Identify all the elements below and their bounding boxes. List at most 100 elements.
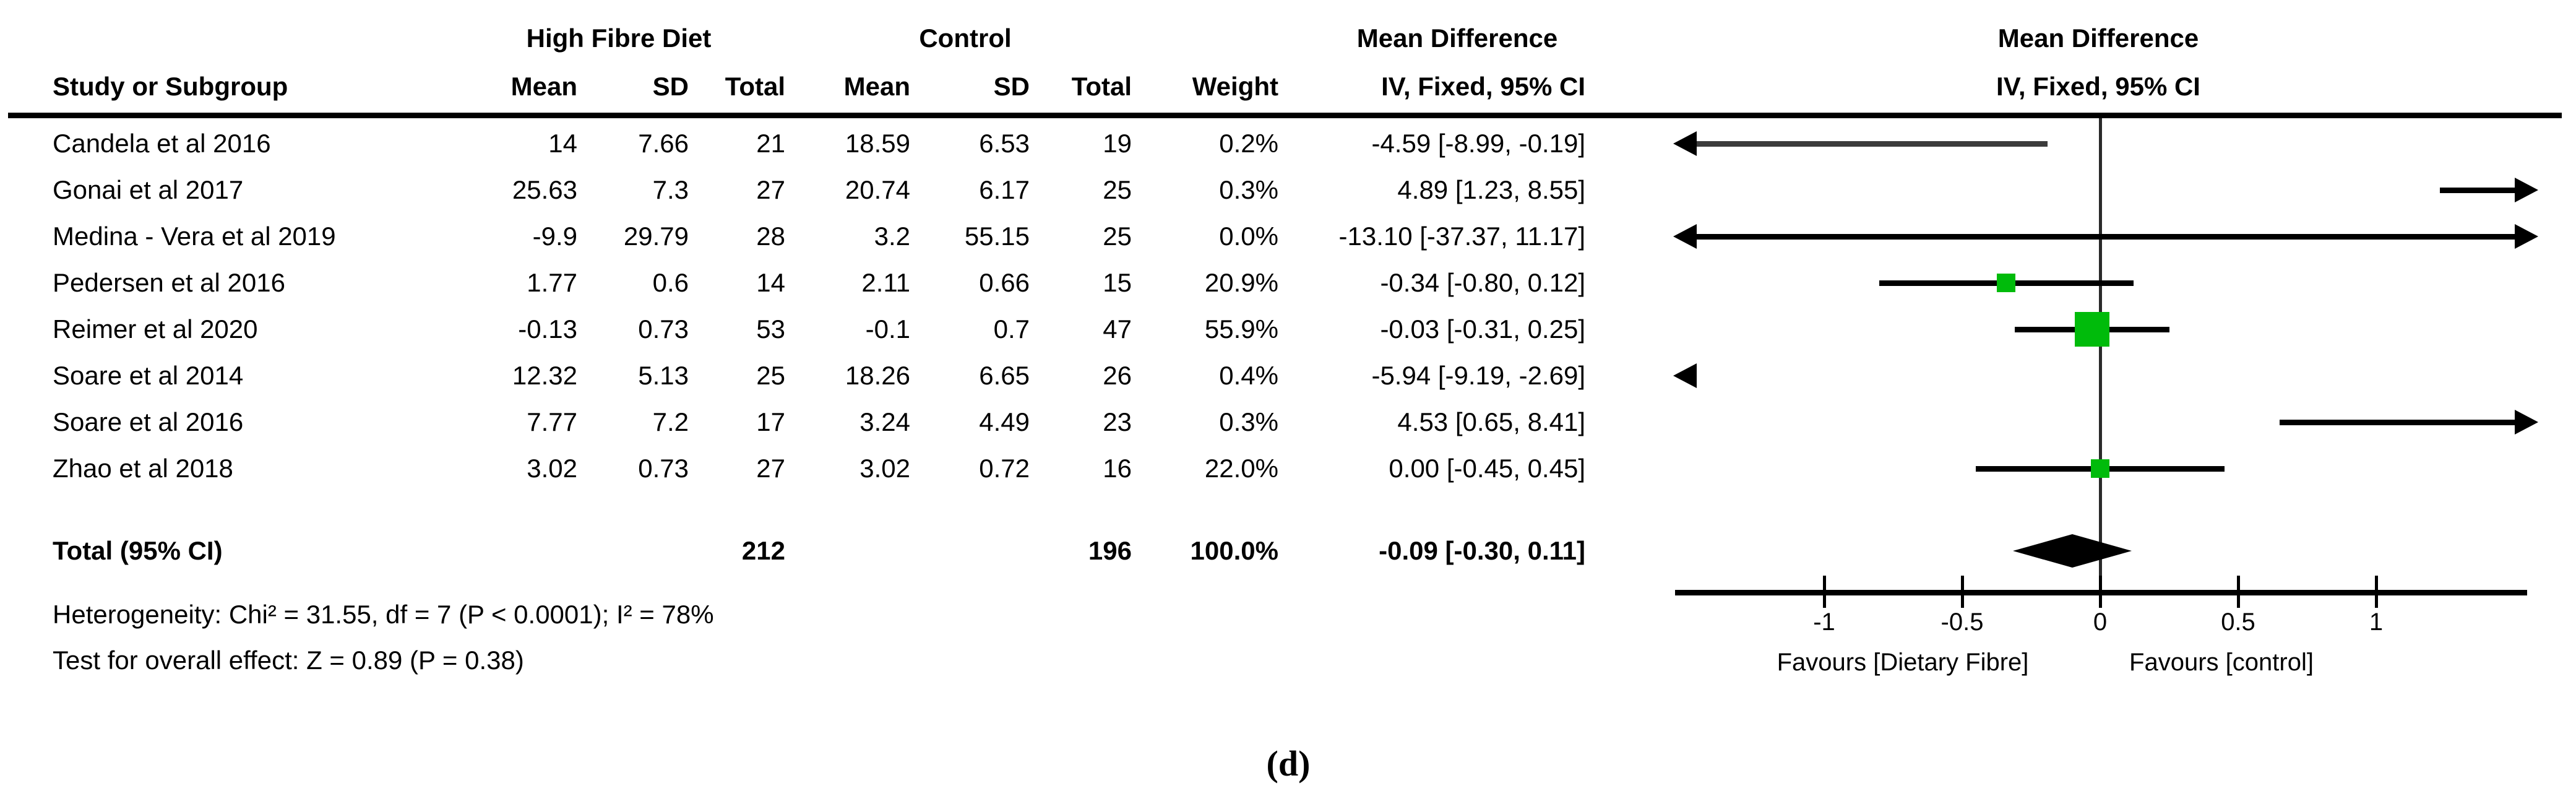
mean2-column-header: Mean (843, 72, 910, 101)
weight-column-header: Weight (1192, 72, 1278, 101)
study-name: Pedersen et al 2016 (53, 268, 285, 297)
sd2-value: 0.72 (979, 454, 1030, 483)
effect-header-line1: Mean Difference (1356, 24, 1558, 53)
weight-value: 0.4% (1219, 361, 1278, 390)
total2-sum: 196 (1088, 536, 1132, 565)
pooled-ci-value: -0.09 [-0.30, 0.11] (1379, 536, 1585, 565)
axis-tick-label: -1 (1813, 608, 1835, 636)
ci-value: 4.89 [1.23, 8.55] (1397, 175, 1585, 204)
plot-header-line1: Mean Difference (1997, 24, 2199, 53)
total1-value: 53 (756, 314, 785, 344)
mean2-value: 3.02 (859, 454, 910, 483)
total1-value: 21 (756, 129, 785, 158)
ci-value: -13.10 [-37.37, 11.17] (1338, 222, 1585, 251)
study-row-soare2016: Soare et al 2016 7.77 7.2 17 3.24 4.49 2… (0, 399, 2576, 445)
sd2-value: 6.65 (979, 361, 1030, 390)
mean1-value: -0.13 (518, 314, 577, 344)
weight-value: 20.9% (1204, 268, 1278, 297)
mean1-column-header: Mean (510, 72, 577, 101)
total1-value: 27 (756, 454, 785, 483)
sd1-value: 7.2 (652, 407, 689, 436)
sd2-value: 6.17 (979, 175, 1030, 204)
study-row-pedersen: Pedersen et al 2016 1.77 0.6 14 2.11 0.6… (0, 260, 2576, 306)
sd2-value: 4.49 (979, 407, 1030, 436)
ci-value: -0.03 [-0.31, 0.25] (1380, 314, 1585, 344)
left-arrow-icon (1673, 131, 1697, 156)
study-name: Reimer et al 2020 (53, 314, 258, 344)
ci-value: 0.00 [-0.45, 0.45] (1389, 454, 1585, 483)
total2-value: 16 (1103, 454, 1132, 483)
mean1-value: 14 (548, 129, 577, 158)
sd1-value: 7.3 (652, 175, 689, 204)
total2-column-header: Total (1071, 72, 1132, 101)
total1-value: 27 (756, 175, 785, 204)
header-column-row: Study or Subgroup Mean SD Total Mean SD … (0, 64, 2576, 110)
axis-tick-label: 0 (2093, 608, 2108, 636)
mean1-value: 12.32 (512, 361, 577, 390)
sd1-value: 29.79 (623, 222, 689, 251)
weight-sum: 100.0% (1190, 536, 1278, 565)
total1-value: 25 (756, 361, 785, 390)
study-row-medina: Medina - Vera et al 2019 -9.9 29.79 28 3… (0, 214, 2576, 259)
ci-value: -0.34 [-0.80, 0.12] (1380, 268, 1585, 297)
pooled-diamond (2013, 534, 2132, 568)
effect-marker-reimer (2075, 312, 2109, 347)
weight-value: 0.3% (1219, 175, 1278, 204)
mean2-value: 18.26 (845, 361, 910, 390)
header-rule (8, 113, 2562, 118)
sd2-value: 55.15 (964, 222, 1030, 251)
axis-tick (2237, 576, 2240, 608)
study-column-header: Study or Subgroup (53, 72, 288, 101)
sd1-value: 0.73 (638, 314, 689, 344)
study-name: Soare et al 2014 (53, 361, 244, 390)
total2-value: 25 (1103, 222, 1132, 251)
axis-tick (2375, 576, 2378, 608)
heterogeneity-text: Heterogeneity: Chi² = 31.55, df = 7 (P <… (53, 600, 714, 629)
study-row-zhao: Zhao et al 2018 3.02 0.73 27 3.02 0.72 1… (0, 446, 2576, 491)
subfigure-caption: (d) (1266, 743, 1311, 784)
total2-value: 25 (1103, 175, 1132, 204)
axis-tick-label: 1 (2369, 608, 2384, 636)
total1-value: 14 (756, 268, 785, 297)
mean1-value: 7.77 (527, 407, 577, 436)
favours-right-label: Favours [control] (2129, 649, 2314, 676)
total2-value: 15 (1103, 268, 1132, 297)
study-name: Candela et al 2016 (53, 129, 271, 158)
left-arrow-icon (1673, 224, 1697, 249)
weight-value: 55.9% (1204, 314, 1278, 344)
sd1-value: 0.73 (638, 454, 689, 483)
mean1-value: 1.77 (527, 268, 577, 297)
total2-value: 47 (1103, 314, 1132, 344)
study-name: Zhao et al 2018 (53, 454, 233, 483)
ci-value: -5.94 [-9.19, -2.69] (1371, 361, 1585, 390)
sd2-column-header: SD (993, 72, 1030, 101)
total-label: Total (95% CI) (53, 536, 223, 565)
ci-value: 4.53 [0.65, 8.41] (1397, 407, 1585, 436)
axis-tick (1961, 576, 1964, 608)
mean2-value: 3.2 (874, 222, 910, 251)
total2-value: 19 (1103, 129, 1132, 158)
right-arrow-icon (2515, 224, 2538, 249)
effect-marker-pedersen (1997, 274, 2015, 292)
effect-marker-zhao (2091, 459, 2109, 478)
total1-value: 17 (756, 407, 785, 436)
ci-line-candela (1695, 141, 2048, 147)
mean2-value: 3.24 (859, 407, 910, 436)
total2-value: 23 (1103, 407, 1132, 436)
ci-line-gonai (2440, 188, 2515, 193)
sd1-value: 7.66 (638, 129, 689, 158)
ci-value: -4.59 [-8.99, -0.19] (1371, 129, 1585, 158)
right-arrow-icon (2515, 178, 2538, 202)
sd1-column-header: SD (652, 72, 689, 101)
total1-sum: 212 (741, 536, 785, 565)
total1-column-header: Total (725, 72, 785, 101)
group1-header: High Fibre Diet (526, 24, 712, 53)
study-row-reimer: Reimer et al 2020 -0.13 0.73 53 -0.1 0.7… (0, 306, 2576, 352)
study-name: Gonai et al 2017 (53, 175, 244, 204)
axis-tick-label: 0.5 (2221, 608, 2255, 636)
favours-left-label: Favours [Dietary Fibre] (1777, 649, 2029, 676)
axis-tick (1823, 576, 1826, 608)
overall-effect-text: Test for overall effect: Z = 0.89 (P = 0… (53, 646, 524, 675)
study-row-soare2014: Soare et al 2014 12.32 5.13 25 18.26 6.6… (0, 353, 2576, 399)
